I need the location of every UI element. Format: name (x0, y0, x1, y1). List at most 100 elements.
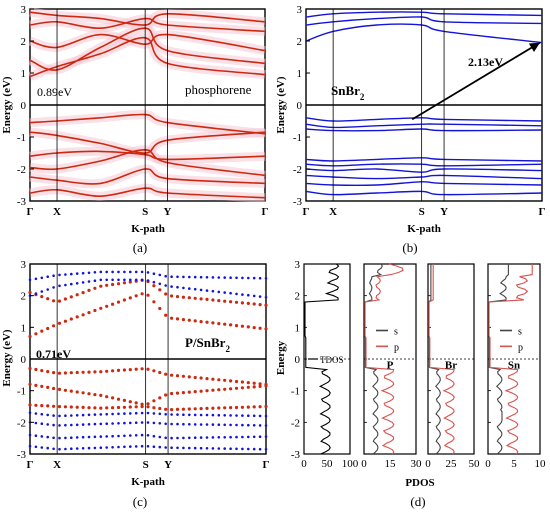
point-blue-v1-30 (205, 413, 209, 417)
point-blue-v4-37 (247, 447, 250, 451)
point-red-c1-40 (264, 327, 268, 331)
point-red-c1-23 (164, 313, 168, 317)
point-blue-c1-17 (129, 278, 132, 282)
point-blue-v2-21 (152, 421, 156, 425)
point-blue-c1-10 (87, 280, 91, 283)
pdos-legend-label-Sn-s: s (518, 327, 522, 338)
point-red-c1-4 (52, 324, 56, 328)
point-blue-c1-34 (229, 291, 232, 295)
point-blue-v1-26 (182, 413, 185, 417)
point-blue-c2-16 (123, 270, 126, 274)
point-blue-v3-29 (199, 436, 203, 439)
point-blue-v1-37 (247, 414, 250, 418)
point-blue-v4-16 (123, 445, 126, 449)
point-red-v3-17 (128, 405, 132, 409)
point-red-v1-22 (158, 370, 162, 375)
point-blue-v3-36 (241, 435, 244, 439)
point-blue-c1-28 (193, 287, 197, 291)
pdos-xtick-label-P-1: 15 (385, 458, 397, 470)
pdos-xtick-label-Sn-2: 10 (535, 458, 547, 470)
pdos-ytick-label-3: 0 (295, 354, 301, 366)
panel-a-xlabel: K-path (131, 223, 165, 235)
panel-b-ytick-label-4: 1 (297, 68, 303, 80)
point-red-v2-15 (116, 397, 121, 401)
point-red-c1-30 (205, 320, 209, 324)
point-red-v3-13 (105, 406, 109, 410)
panel-c-xtick-label-0: Γ (27, 459, 34, 471)
panel-a-ytick-label-6: 3 (21, 4, 27, 16)
gap-arrow-shaft (411, 41, 541, 121)
point-blue-v3-10 (87, 435, 91, 439)
point-blue-c1-38 (252, 294, 256, 298)
point-blue-c1-23 (164, 284, 167, 287)
band-v3 (305, 128, 543, 132)
point-blue-c1-1 (34, 292, 38, 295)
point-red-v1-29 (199, 376, 203, 380)
pdos-xtick-label-Sn-1: 5 (511, 458, 517, 470)
point-blue-v4-15 (117, 445, 120, 449)
panel-b-ytick-label-0: -3 (293, 196, 303, 208)
point-red-v2-38 (252, 385, 256, 389)
point-blue-v1-15 (117, 412, 120, 416)
point-blue-c1-27 (188, 287, 191, 290)
point-red-v2-18 (134, 401, 138, 405)
point-blue-v3-15 (117, 434, 120, 438)
point-red-v2-36 (240, 386, 244, 390)
point-blue-v2-40 (264, 424, 268, 427)
panel-b-caption: (b) (402, 240, 417, 255)
point-red-c1-17 (128, 296, 132, 300)
point-blue-c1-7 (70, 282, 73, 286)
panel-a-xtick-label-0: Γ (27, 206, 34, 218)
point-blue-v2-25 (176, 422, 179, 426)
point-red-c2-17 (128, 280, 132, 284)
point-blue-v2-16 (123, 421, 126, 425)
point-blue-c1-11 (93, 279, 97, 283)
point-red-c1-15 (116, 300, 121, 304)
point-blue-v2-23 (164, 422, 167, 426)
point-blue-c2-5 (58, 273, 61, 277)
point-blue-c1-26 (182, 286, 185, 290)
point-blue-c1-12 (99, 278, 103, 282)
panel-d-ylabel: Energy (275, 340, 287, 375)
point-red-v2-1 (34, 383, 38, 387)
panel-a-axes: -3 -2 -1 0 1 2 3 Γ X S Y Γ (17, 4, 269, 218)
point-blue-v1-31 (211, 413, 215, 417)
point-blue-v2-17 (129, 421, 132, 425)
point-blue-v4-17 (129, 445, 132, 448)
point-red-v2-20 (146, 402, 150, 406)
point-blue-v3-2 (40, 435, 44, 438)
point-blue-c1-9 (81, 281, 85, 284)
point-blue-c1-6 (64, 283, 67, 287)
point-red-v1-9 (81, 370, 85, 374)
panel-a-xtick-label-1: X (53, 206, 61, 218)
panel-b-xtick-label-3: Y (440, 206, 448, 218)
point-red-c1-21 (152, 300, 156, 304)
point-red-v1-23 (164, 372, 168, 376)
point-blue-c2-2 (40, 276, 44, 280)
point-red-v2-3 (46, 385, 50, 389)
point-blue-v3-26 (182, 436, 185, 440)
point-red-v2-33 (223, 387, 227, 391)
point-blue-v2-4 (52, 423, 55, 427)
point-red-v1-7 (69, 371, 73, 375)
panel-d-xlabel: PDOS (405, 477, 434, 489)
point-red-c1-19 (140, 292, 144, 296)
point-blue-v1-16 (123, 412, 126, 415)
point-red-v2-11 (93, 393, 97, 397)
point-blue-v1-8 (75, 414, 79, 417)
point-red-c1-3 (46, 326, 50, 331)
point-red-v3-14 (111, 406, 115, 410)
point-red-v1-24 (170, 373, 174, 377)
point-red-c1-38 (252, 326, 256, 330)
panel-b-ytick-label-1: -2 (293, 164, 302, 176)
point-blue-c2-27 (188, 275, 191, 279)
point-blue-v1-39 (258, 414, 262, 418)
point-blue-v3-16 (123, 434, 126, 438)
point-red-c1-9 (81, 313, 85, 317)
point-red-v2-21 (152, 399, 156, 403)
band-v4 (29, 148, 266, 177)
point-red-v1-15 (116, 368, 121, 372)
point-red-v1-20 (146, 367, 150, 371)
panel-b-ytick-label-5: 2 (297, 36, 303, 48)
